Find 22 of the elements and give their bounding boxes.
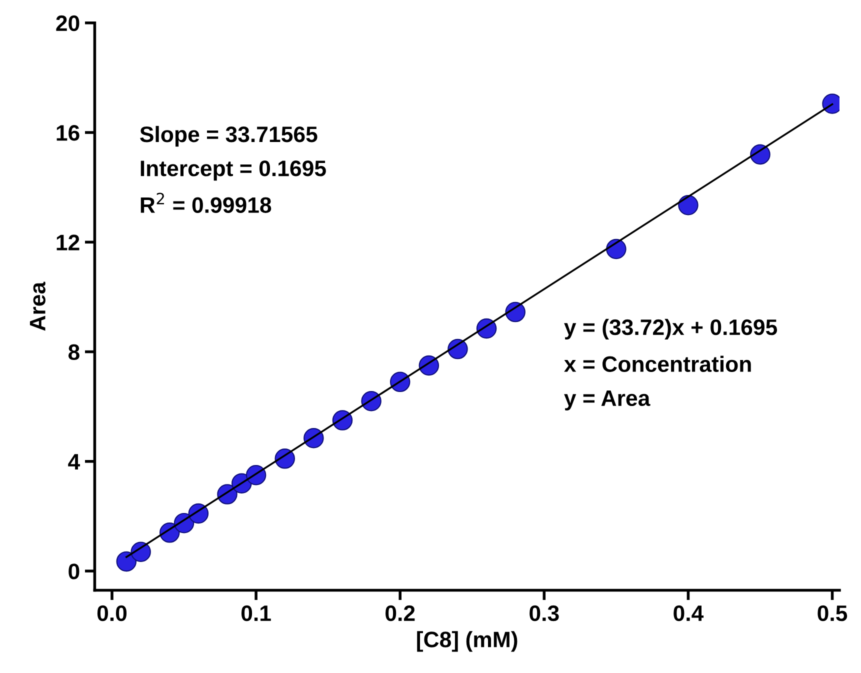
y-tick-label: 8 xyxy=(68,344,80,360)
y-tick-label: 0 xyxy=(68,564,80,580)
x-tick-label: 0.1 xyxy=(241,605,271,622)
x-axis-title: [C8] (mM) xyxy=(417,631,518,652)
x-tick-label: 0.2 xyxy=(386,605,415,622)
annotation: y = Area xyxy=(564,390,650,410)
x-tick-label: 0.5 xyxy=(818,605,848,622)
x-tick-label: 0.0 xyxy=(97,605,127,622)
y-tick-label: 4 xyxy=(68,454,80,470)
annotation: R$^{2}$ = 0.99918 xyxy=(140,192,272,213)
point xyxy=(116,551,137,572)
x-tick-label: 0.4 xyxy=(674,605,704,622)
y-tick-label: 16 xyxy=(56,125,80,141)
y-axis-title: Area xyxy=(30,282,46,331)
x-tick-label: 0.3 xyxy=(530,605,559,622)
point xyxy=(678,195,698,216)
annotation: Slope = 33.71565 xyxy=(140,126,318,147)
y-tick-label: 20 xyxy=(56,15,80,32)
annotation: Intercept = 0.1695 xyxy=(140,160,326,181)
annotation: x = Concentration xyxy=(564,356,751,372)
annotation: y = (33.72)x + 0.1695 xyxy=(564,318,778,340)
y-tick-label: 12 xyxy=(56,234,80,250)
